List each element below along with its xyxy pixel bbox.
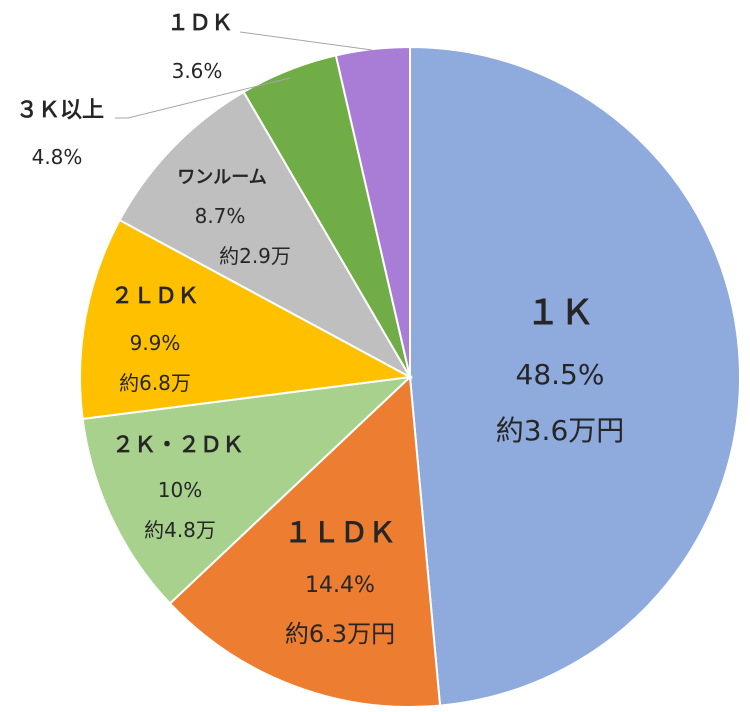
slice-name-label: １ＬＤＫ (284, 516, 396, 549)
pie-slice-one-room (118, 90, 413, 380)
slice-name-label: １ＤＫ (167, 11, 233, 36)
leader-line-3k-plus (115, 77, 291, 119)
pie-slice-1ldk (168, 374, 442, 709)
slice-name-label: ２ＬＤＫ (111, 284, 199, 309)
slice-percent-label: 4.8% (32, 145, 83, 169)
slice-rent-label: 約4.8万 (144, 518, 216, 542)
slice-percent-label: 9.9% (130, 331, 181, 355)
slice-percent-label: 14.4% (305, 573, 375, 598)
slice-percent-label: 10% (158, 478, 202, 502)
slice-rent-label: 約2.9万 (219, 244, 291, 268)
slice-percent-label: 8.7% (195, 204, 246, 228)
label-group-2k-2dk: ２Ｋ・２ＤＫ 10% 約4.8万 (112, 433, 244, 542)
label-group-2ldk: ２ＬＤＫ 9.9% 約6.8万 (111, 284, 199, 395)
slice-name-label: ワンルーム (177, 167, 266, 188)
label-group-one-room: ワンルーム 8.7% 約2.9万 (177, 167, 291, 268)
slice-rent-label: 約3.6万円 (496, 414, 625, 447)
leader-line-1dk (239, 31, 373, 51)
slice-percent-label: 48.5% (516, 358, 605, 391)
slice-name-label: ２Ｋ・２ＤＫ (112, 433, 244, 458)
slice-percent-label: 3.6% (172, 59, 223, 83)
pie-slices (79, 45, 741, 709)
pie-slice-2k-2dk (81, 375, 413, 605)
slice-name-label: ３Ｋ以上 (16, 98, 104, 123)
label-group-1dk: １ＤＫ 3.6% (167, 11, 233, 83)
pie-slice-2ldk (79, 218, 414, 421)
slice-rent-label: 約6.8万 (119, 371, 191, 395)
slice-rent-label: 約6.3万円 (285, 620, 395, 648)
label-group-1k: １Ｋ 48.5% 約3.6万円 (496, 293, 625, 447)
label-group-3k-plus: ３Ｋ以上 4.8% (16, 98, 104, 169)
slice-name-label: １Ｋ (526, 293, 594, 333)
pie-slice-1dk (334, 45, 411, 378)
pie-slice-1k (409, 45, 741, 707)
label-group-1ldk: １ＬＤＫ 14.4% 約6.3万円 (284, 516, 396, 648)
leader-lines (115, 31, 373, 119)
